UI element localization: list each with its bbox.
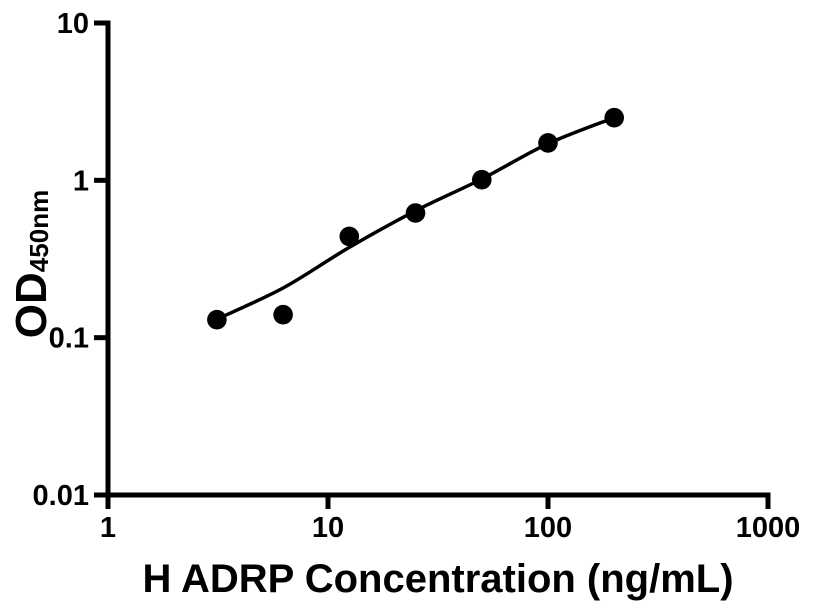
data-point — [472, 169, 492, 190]
data-point — [405, 203, 426, 223]
x-tick-label: 100 — [524, 512, 572, 544]
y-tick-label: 1 — [73, 165, 89, 197]
y-tick-label: 10 — [57, 8, 89, 40]
y-tick-label: 0.1 — [49, 323, 89, 355]
axis-ticks — [94, 20, 771, 509]
data-points — [207, 107, 624, 330]
x-tick-label: 1 — [100, 512, 116, 544]
data-point — [538, 133, 558, 153]
y-tick-label: 0.01 — [33, 480, 89, 512]
data-point — [207, 309, 227, 330]
y-axis-title-main: OD — [7, 272, 56, 338]
y-axis-title: OD450nm — [7, 190, 56, 338]
axes — [105, 20, 771, 498]
tick-labels: 1 10 100 1000 10 1 0.1 0.01 — [33, 8, 801, 544]
data-point — [604, 107, 624, 128]
data-point — [273, 304, 293, 325]
data-point — [339, 226, 360, 247]
y-axis-title-subscript: 450nm — [24, 190, 54, 272]
x-axis-title: H ADRP Concentration (ng/mL) — [142, 557, 733, 601]
x-tick-label: 1000 — [736, 512, 801, 544]
x-tick-label: 10 — [312, 512, 344, 544]
